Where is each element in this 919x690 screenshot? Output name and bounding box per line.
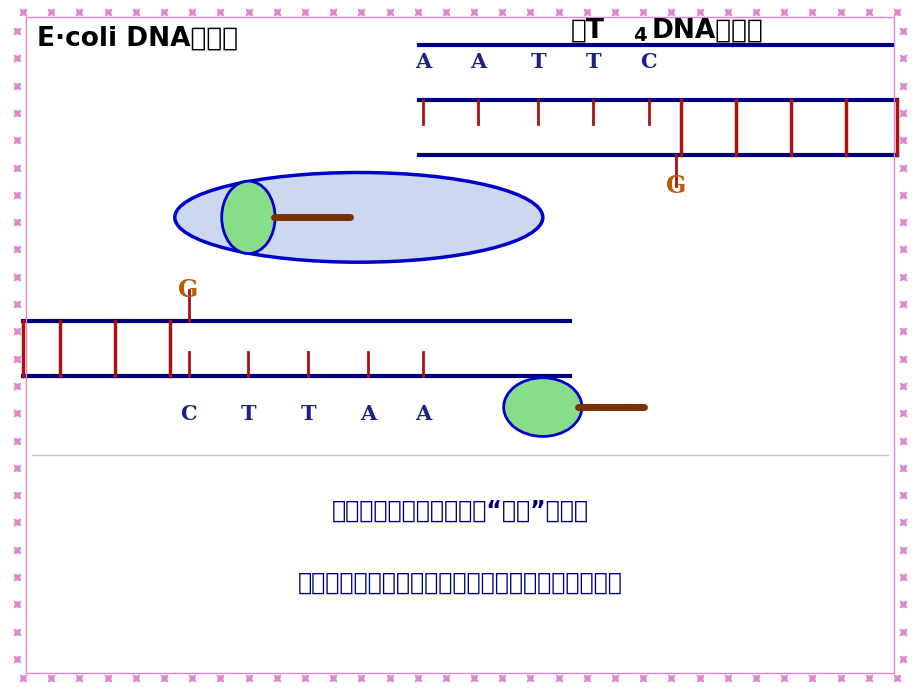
Text: A: A (414, 52, 431, 72)
Ellipse shape (504, 378, 582, 437)
Text: E·coli DNA连接酶: E·coli DNA连接酶 (37, 26, 238, 52)
Ellipse shape (221, 181, 275, 254)
Text: A: A (414, 404, 431, 424)
Text: 或T: 或T (570, 17, 604, 43)
Text: T: T (530, 52, 545, 72)
Text: 可把黏性末端之间的缝隙“缝合”起来，: 可把黏性末端之间的缝隙“缝合”起来， (331, 499, 588, 522)
Text: C: C (180, 404, 197, 424)
Text: A: A (470, 52, 486, 72)
Text: G: G (665, 175, 686, 198)
Text: 即恢复被限制酶切开的两个核苷酸之间的磷酸二酯键: 即恢复被限制酶切开的两个核苷酸之间的磷酸二酯键 (297, 571, 622, 595)
Text: DNA连接酶: DNA连接酶 (651, 17, 763, 43)
Text: G: G (178, 278, 199, 302)
Text: T: T (301, 404, 315, 424)
Text: 4: 4 (632, 26, 646, 46)
Text: C: C (640, 52, 656, 72)
Text: T: T (241, 404, 255, 424)
Ellipse shape (175, 172, 542, 262)
Text: A: A (359, 404, 376, 424)
Text: T: T (585, 52, 600, 72)
